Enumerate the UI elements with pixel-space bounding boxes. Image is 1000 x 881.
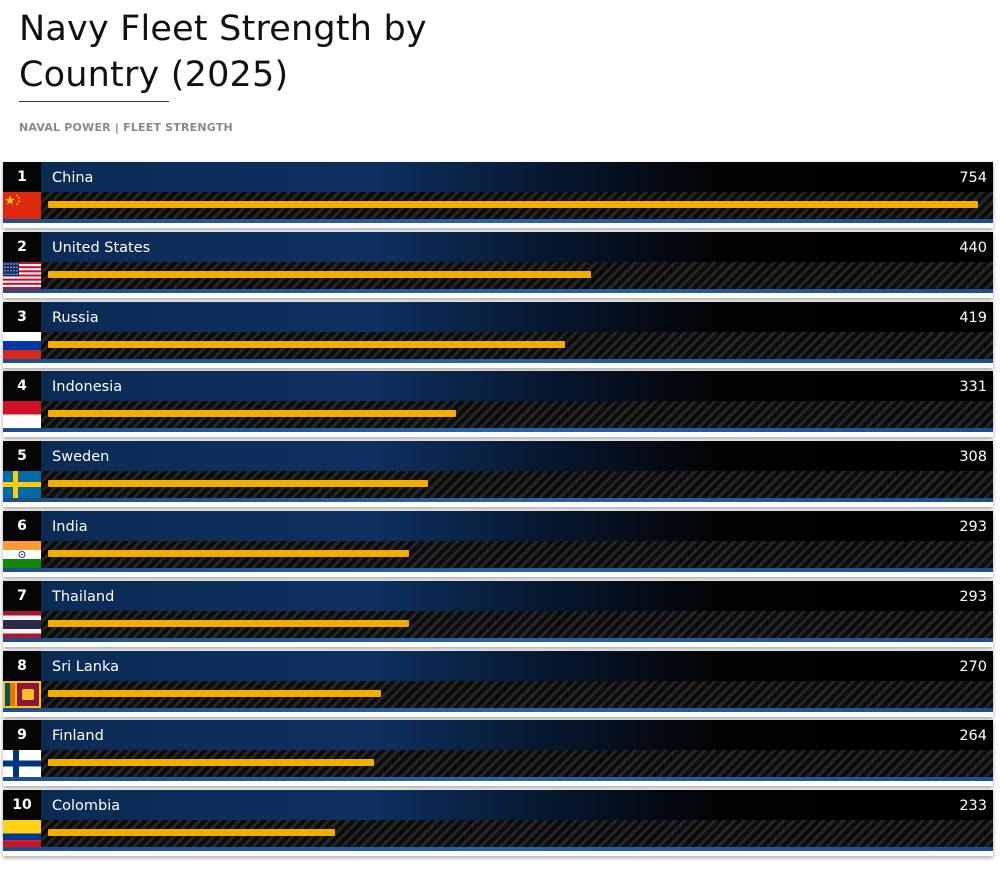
country-name-band: Indonesia 331 [41, 371, 993, 402]
bar-colombia [48, 829, 336, 837]
row-accent-strip [3, 428, 993, 433]
sweden-flag-icon [3, 471, 41, 499]
row-accent-strip [3, 707, 993, 712]
ranking-row-finland: 9 Finland 264 [3, 720, 993, 786]
title-divider [19, 101, 169, 102]
ranking-row-united-states: 2 United States 440 [3, 231, 993, 298]
bar-track [41, 192, 993, 219]
value-label: 270 [953, 650, 993, 681]
country-name-band: Sweden 308 [41, 441, 993, 472]
rank-label: 2 [3, 231, 41, 262]
rank-label: 8 [3, 650, 41, 681]
bar-track [41, 750, 993, 778]
country-name-label: Indonesia [52, 379, 123, 396]
country-name-band: Sri Lanka 270 [41, 650, 993, 681]
page-subtitle: NAVAL POWER | FLEET STRENGTH [19, 121, 233, 134]
country-name-band: Colombia 233 [41, 790, 993, 821]
row-accent-strip [3, 358, 993, 363]
row-accent-strip [3, 498, 993, 503]
value-label: 264 [953, 720, 993, 751]
country-name-label: Thailand [52, 588, 115, 605]
value-label: 419 [953, 301, 993, 332]
bar-thailand [48, 619, 410, 627]
country-name-label: India [52, 519, 88, 535]
bar-track [41, 820, 993, 848]
value-label: 293 [953, 511, 993, 541]
ranking-row-india: 6 India 293 [3, 511, 993, 577]
country-name-label: Sweden [52, 449, 110, 466]
bar-indonesia [48, 410, 457, 418]
bar-track [41, 541, 993, 568]
country-name-label: Colombia [52, 798, 121, 815]
row-accent-strip [3, 777, 993, 782]
rank-label: 1 [3, 162, 41, 192]
ranking-row-russia: 3 Russia 419 [3, 301, 993, 368]
bar-russia [48, 340, 565, 348]
thailand-flag-icon [3, 610, 41, 638]
page-title: Navy Fleet Strength by Country (2025) [19, 9, 427, 95]
bar-india [48, 550, 410, 557]
ranking-row-china: 1 China 754 [3, 162, 993, 228]
rank-label: 10 [3, 790, 41, 821]
country-name-band: India 293 [41, 511, 993, 541]
bar-united-states [48, 270, 591, 278]
china-flag-icon [3, 192, 41, 219]
value-label: 754 [953, 162, 993, 192]
country-name-label: United States [52, 239, 151, 256]
country-name-band: Thailand 293 [41, 580, 993, 611]
value-label: 233 [953, 790, 993, 821]
bar-track [41, 401, 993, 429]
country-name-band: Finland 264 [41, 720, 993, 751]
rank-label: 4 [3, 371, 41, 402]
bar-sweden [48, 480, 428, 488]
country-name-label: China [52, 170, 94, 186]
row-accent-strip [3, 637, 993, 642]
row-accent-strip [3, 219, 993, 223]
ranking-row-sweden: 5 Sweden 308 [3, 441, 993, 507]
russia-flag-icon [3, 331, 41, 359]
rank-label: 5 [3, 441, 41, 472]
india-flag-icon [3, 541, 41, 568]
ranking-row-sri-lanka: 8 Sri Lanka 270 [3, 650, 993, 717]
bar-sri-lanka [48, 689, 382, 697]
bar-track [41, 471, 993, 499]
country-name-band: Russia 419 [41, 301, 993, 332]
rank-label: 3 [3, 301, 41, 332]
ranking-row-colombia: 10 Colombia 233 [3, 790, 993, 856]
usa-flag-icon [3, 261, 41, 289]
bar-track [41, 610, 993, 638]
rank-label: 6 [3, 511, 41, 541]
row-accent-strip [3, 847, 993, 852]
ranking-row-thailand: 7 Thailand 293 [3, 580, 993, 647]
indonesia-flag-icon [3, 401, 41, 429]
sri-lanka-flag-icon [3, 680, 41, 708]
finland-flag-icon [3, 750, 41, 778]
value-label: 331 [953, 371, 993, 402]
row-accent-strip [3, 568, 993, 572]
country-name-label: Finland [52, 728, 104, 745]
country-name-label: Russia [52, 309, 99, 326]
rank-label: 7 [3, 580, 41, 611]
country-name-band: United States 440 [41, 231, 993, 262]
ranking-row-indonesia: 4 Indonesia 331 [3, 371, 993, 437]
country-name-band: China 754 [41, 162, 993, 192]
value-label: 440 [953, 231, 993, 262]
row-accent-strip [3, 288, 993, 293]
bar-track [41, 261, 993, 289]
value-label: 308 [953, 441, 993, 472]
value-label: 293 [953, 580, 993, 611]
colombia-flag-icon [3, 820, 41, 848]
rank-label: 9 [3, 720, 41, 751]
bar-finland [48, 759, 374, 767]
bar-track [41, 331, 993, 359]
bar-china [48, 201, 978, 208]
country-name-label: Sri Lanka [52, 658, 119, 675]
bar-track [41, 680, 993, 708]
